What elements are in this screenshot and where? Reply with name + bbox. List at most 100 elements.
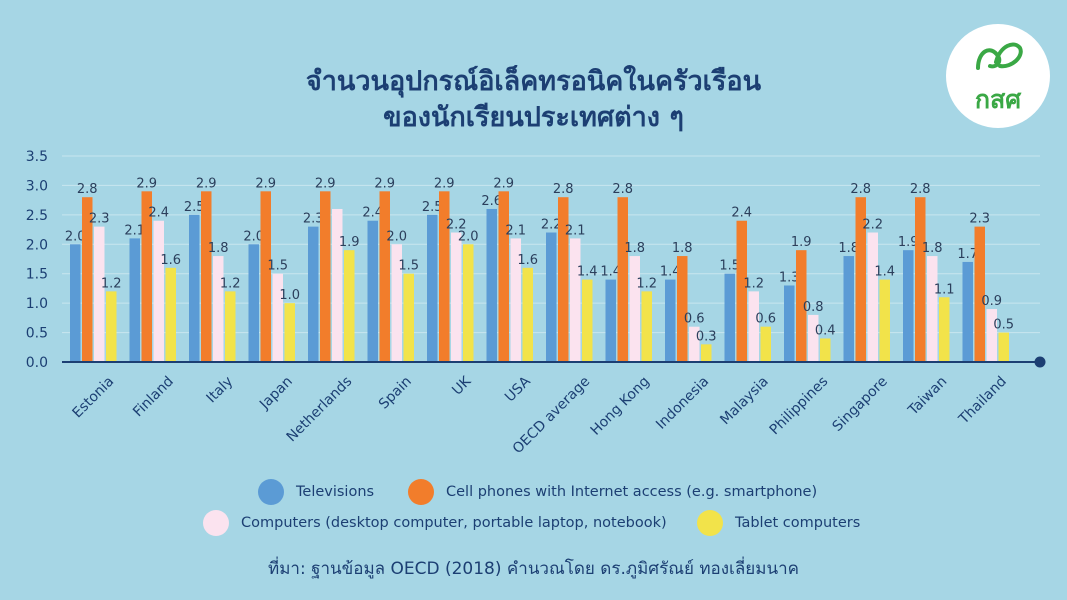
source-note: ที่มา: ฐานข้อมูล OECD (2018) คำนวณโดย ดร… — [267, 559, 799, 579]
bar — [808, 314, 819, 362]
bar — [332, 208, 343, 362]
legend-item-televisions: Televisions — [258, 477, 374, 507]
data-label: 1.1 — [934, 282, 955, 297]
data-label: 1.8 — [838, 241, 859, 256]
bar — [498, 191, 509, 362]
bar — [106, 291, 117, 362]
data-label: 0.9 — [981, 294, 1002, 309]
data-label: 2.3 — [89, 212, 110, 227]
bar — [70, 244, 81, 362]
data-label: 1.9 — [898, 235, 919, 250]
legend: Televisions Cell phones with Internet ac… — [0, 470, 1067, 540]
x-tick-label: Indonesia — [653, 374, 712, 433]
x-tick-label: Philippines — [767, 374, 832, 439]
data-label: 1.8 — [624, 241, 645, 256]
data-label: 1.8 — [672, 241, 693, 256]
y-tick-label: 1.5 — [26, 267, 48, 283]
logo-text: กสศ — [974, 85, 1022, 114]
bar — [94, 226, 105, 362]
bar — [153, 220, 164, 362]
x-tick-label: Estonia — [70, 374, 118, 422]
x-tick-label: Finland — [130, 374, 177, 421]
data-label: 1.9 — [339, 235, 360, 250]
bar — [617, 197, 628, 362]
data-label: 2.4 — [731, 206, 752, 221]
data-label: 2.1 — [505, 223, 526, 238]
data-label: 1.7 — [957, 247, 978, 262]
bar — [915, 197, 926, 362]
bar — [391, 244, 402, 362]
bar — [248, 244, 259, 362]
bar — [486, 208, 497, 362]
legend-label-televisions: Televisions — [296, 484, 375, 500]
data-label: 2.9 — [493, 176, 514, 191]
bar — [748, 291, 759, 362]
data-label: 0.8 — [803, 300, 824, 315]
data-label: 1.2 — [636, 276, 657, 291]
bar-chart: 0.00.51.01.52.02.53.03.52.02.82.31.2Esto… — [26, 149, 1046, 457]
bar — [189, 214, 200, 362]
bar — [903, 250, 914, 362]
y-tick-label: 2.5 — [26, 208, 48, 224]
x-tick-label: Taiwan — [905, 374, 951, 420]
data-label: 2.0 — [458, 229, 479, 244]
x-tick-label: Hong Kong — [588, 374, 653, 439]
bar — [272, 273, 283, 362]
bar — [225, 291, 236, 362]
bar — [129, 238, 140, 362]
chart-title-line-1: จำนวนอุปกรณ์อิเล็คทรอนิคในครัวเรือน — [305, 66, 762, 97]
data-label: 2.2 — [446, 218, 467, 233]
bar — [379, 191, 390, 362]
legend-swatch-computers — [203, 510, 229, 536]
data-label: 1.5 — [398, 259, 419, 274]
bar — [141, 191, 152, 362]
data-label: 2.8 — [910, 182, 931, 197]
data-label: 2.9 — [434, 176, 455, 191]
bar — [165, 267, 176, 362]
data-label: 2.9 — [196, 176, 217, 191]
data-label: 2.0 — [243, 229, 264, 244]
bar — [677, 256, 688, 362]
legend-label-computers: Computers (desktop computer, portable la… — [241, 515, 667, 531]
bar — [665, 279, 676, 362]
bar — [284, 303, 295, 362]
bar — [736, 220, 747, 362]
data-label: 2.8 — [850, 182, 871, 197]
y-tick-label: 0.5 — [26, 326, 48, 342]
bar — [605, 279, 616, 362]
data-label: 1.8 — [208, 241, 229, 256]
data-label: 0.5 — [993, 318, 1014, 333]
legend-item-cell-phones: Cell phones with Internet access (e.g. s… — [408, 477, 817, 507]
data-label: 1.2 — [101, 276, 122, 291]
data-label: 2.5 — [184, 200, 205, 215]
data-label: 1.9 — [791, 235, 812, 250]
y-tick-label: 3.5 — [26, 149, 48, 165]
data-label: 0.6 — [755, 312, 776, 327]
bar — [689, 326, 700, 362]
chart-title-line-2: ของนักเรียนประเทศต่าง ๆ — [383, 102, 684, 133]
bar — [546, 232, 557, 362]
data-label: 2.1 — [565, 223, 586, 238]
x-tick-label: Japan — [256, 374, 296, 414]
bar — [213, 256, 224, 362]
x-axis-end-dot — [1034, 356, 1046, 368]
data-label: 2.2 — [862, 218, 883, 233]
data-label: 2.9 — [374, 176, 395, 191]
bar — [784, 285, 795, 362]
data-label: 2.9 — [136, 176, 157, 191]
data-label: 2.8 — [77, 182, 98, 197]
bar — [510, 238, 521, 362]
data-label: 2.3 — [969, 212, 990, 227]
legend-item-computers: Computers (desktop computer, portable la… — [203, 508, 667, 538]
bar — [641, 291, 652, 362]
bar — [451, 232, 462, 362]
legend-label-tablets: Tablet computers — [735, 515, 861, 531]
data-label: 2.4 — [148, 206, 169, 221]
bar — [403, 273, 414, 362]
bar — [629, 256, 640, 362]
bar — [855, 197, 866, 362]
y-tick-label: 2.0 — [26, 237, 48, 253]
x-tick-label: Italy — [204, 374, 237, 407]
data-label: 2.0 — [65, 229, 86, 244]
data-label: 0.3 — [696, 329, 717, 344]
